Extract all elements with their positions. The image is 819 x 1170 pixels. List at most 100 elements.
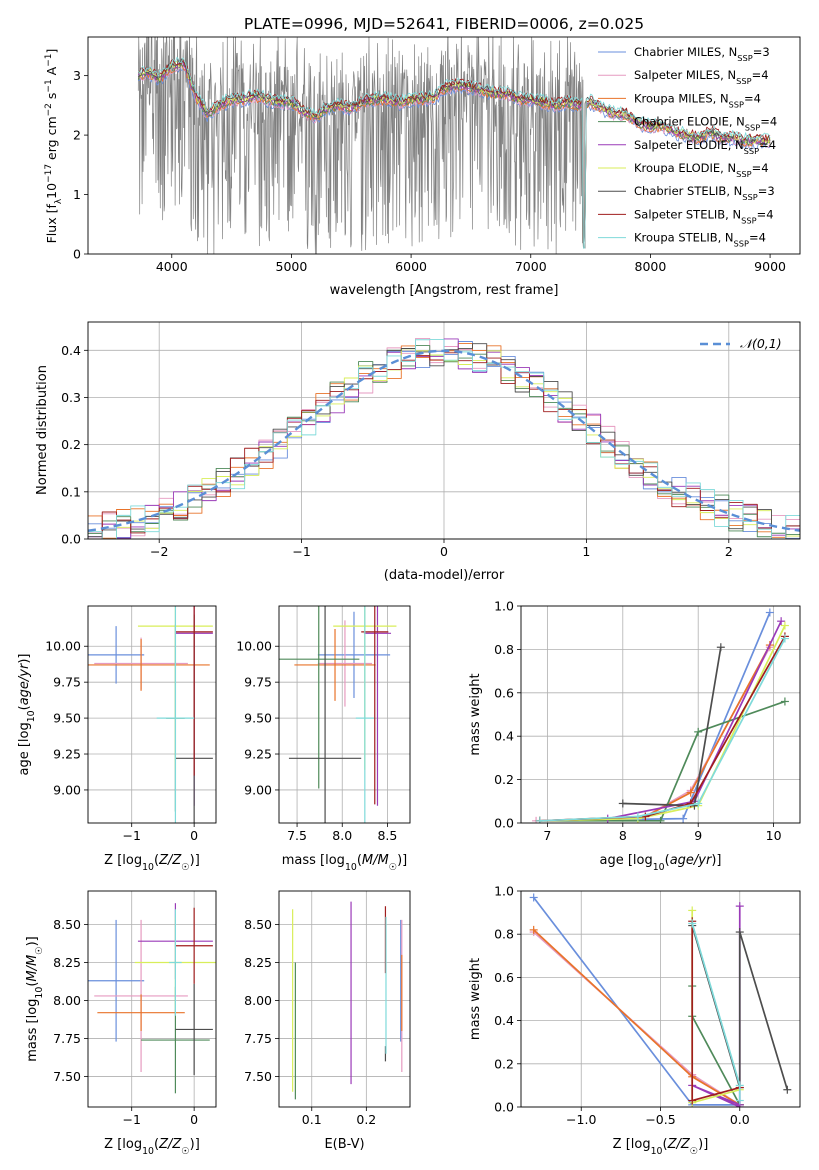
- x-tick-label: 4000: [156, 259, 188, 274]
- y-tick-label: 7.50: [244, 1069, 272, 1084]
- y-tick-label: 0.2: [494, 1056, 514, 1071]
- spectrum-y-axis-label-part: Flux [f: [44, 204, 59, 244]
- ax-mwAge-y-axis-label: mass weight: [468, 673, 483, 755]
- x-tick-label: 6000: [395, 259, 427, 274]
- x-tick-label: 0: [190, 1112, 198, 1127]
- mass-weight-line-chabrier_miles: [533, 896, 740, 1106]
- legend-label-kroupa_miles-part: Kroupa MILES, N: [634, 91, 729, 105]
- ax-ageZ-x-axis-label: Z [log10(Z/Z☉)]: [104, 853, 200, 873]
- mass-vs-extinction-panel: 0.1 0.2 7.50 7.75 8.00 8.25 8.50 E(B-V): [244, 890, 411, 1152]
- ax-ageZ-x-axis-label-part: (: [154, 853, 159, 868]
- x-tick-label: −1: [122, 828, 140, 843]
- legend-label-kroupa_miles-part: SSP: [729, 99, 744, 109]
- ax-ageZ-y-axis-label-part: age/yr: [17, 662, 32, 705]
- ax-ageZ-x-axis-label-part: ☉: [181, 862, 189, 873]
- legend-label-kroupa_stelib-part: =4: [749, 231, 766, 245]
- x-tick-label: 7000: [515, 259, 547, 274]
- y-tick-label: 8.00: [53, 993, 81, 1008]
- x-tick-label: −2: [150, 544, 168, 559]
- axes-frame: [278, 890, 411, 1108]
- histogram-x-axis-label: (data-model)/error: [384, 568, 505, 583]
- ax-mwAge-x-axis-label-part: age [log: [599, 853, 652, 868]
- ax-ageM-x-axis-label-part: (: [357, 853, 362, 868]
- ax-mwAge-x-axis-label-part: )]: [711, 853, 721, 868]
- x-tick-label: −0.5: [645, 1112, 675, 1127]
- y-tick-label: 2: [73, 128, 81, 143]
- model-spectrum-salpeter_stelib: [138, 57, 771, 249]
- y-tick-label: 7.75: [53, 1031, 81, 1046]
- plot-area: [279, 606, 397, 823]
- x-tick-label: 8.0: [332, 828, 352, 843]
- ax-ageM-x-axis-label-part: )]: [397, 853, 407, 868]
- y-tick-label: 0.1: [61, 484, 81, 499]
- y-tick-label: 7.50: [53, 1069, 81, 1084]
- legend-label-salpeter_stelib-part: Salpeter STELIB, N: [634, 207, 741, 221]
- x-tick-label: 7: [543, 828, 551, 843]
- axes-frame: [520, 890, 801, 1108]
- x-tick-label: 10: [766, 828, 782, 843]
- spectrum-legend: Chabrier MILES, NSSP=3 Salpeter MILES, NS…: [598, 45, 777, 249]
- y-tick-label: 9.50: [53, 711, 81, 726]
- mass-weight-line-kroupa_stelib: [691, 923, 741, 1101]
- spectrum-panel: 4000 5000 6000 7000 8000 9000 0 1 2 3 Chabrier MIL…: [44, 36, 801, 298]
- y-tick-label: 9.25: [53, 747, 81, 762]
- y-tick-label: 9.00: [53, 782, 81, 797]
- ax-mwZ-x-axis-label: Z [log10(Z/Z☉)]: [613, 1137, 709, 1157]
- mass-weight-line-salpeter_elodie: [539, 620, 782, 822]
- legend-label-salpeter_miles: Salpeter MILES, NSSP=4: [634, 68, 769, 86]
- ax-ageM-x-axis-label-part: mass [log: [282, 853, 345, 868]
- legend-label-kroupa_stelib: Kroupa STELIB, NSSP=4: [634, 231, 766, 249]
- mass-weight-line-chabrier_stelib: [691, 925, 789, 1090]
- y-tick-label: 9.75: [244, 675, 272, 690]
- ax-mwAge-x-axis-label: age [log10(age/yr)]: [599, 853, 721, 873]
- age-vs-mass-panel: 7.5 8.0 8.5 9.00 9.25 9.50 9.75 10.00 mass [log1…: [236, 605, 411, 873]
- ax-ageM-x-axis-label-part: ☉: [389, 862, 397, 873]
- spectrum-y-axis-label-part: s: [44, 93, 59, 104]
- x-tick-label: 0: [440, 544, 448, 559]
- axes-frame: [520, 605, 801, 824]
- ax-massZ-y-axis-label-part: ☉: [34, 946, 45, 954]
- spectrum-y-axis-label-part: −1: [44, 79, 54, 92]
- ax-massZ-x-axis-label-part: )]: [190, 1137, 200, 1152]
- ax-massZ-x-axis-label-part: Z [log: [104, 1137, 142, 1152]
- spectrum-y-axis-label-part: −1: [44, 54, 54, 67]
- plot-area: [292, 901, 403, 1100]
- ax-massZ-y-axis-label: mass [log10(M/M☉)]: [25, 936, 45, 1062]
- residual-histogram-panel: −2 −1 0 1 2 0.0 0.1 0.2 0.3 0.4 𝒩(0,1) (data-model)…: [35, 321, 801, 583]
- y-tick-label: 0.4: [494, 729, 514, 744]
- y-tick-label: 10.00: [45, 639, 81, 654]
- ax-ageZ-x-axis-label-part: 10: [142, 862, 154, 873]
- model-spectrum-kroupa_stelib: [137, 56, 771, 249]
- mass-weight-line-kroupa_stelib: [539, 638, 786, 822]
- legend-label-chabrier_miles-part: Chabrier MILES, N: [634, 45, 737, 59]
- y-tick-label: 0.6: [494, 970, 514, 985]
- y-tick-label: 3: [73, 68, 81, 83]
- legend-label-salpeter_stelib-part: =4: [757, 207, 774, 221]
- y-tick-label: 8.50: [53, 917, 81, 932]
- mass-vs-metallicity-panel: −1 07.507.758.008.258.50Z [log10(Z/Z☉)]ma…: [25, 890, 217, 1157]
- spectrum-y-axis-label-part: −17: [44, 164, 54, 183]
- x-tick-label: 2: [725, 544, 733, 559]
- spectrum-y-axis-label-part: 10: [44, 183, 59, 199]
- y-tick-label: 8.50: [244, 917, 272, 932]
- ax-massE-x-axis-label-part: E(B-V): [324, 1137, 364, 1152]
- ax-ageZ-x-axis-label-part: Z [log: [104, 853, 142, 868]
- plot-area: [137, 37, 771, 254]
- legend-label-chabrier_miles: Chabrier MILES, NSSP=3: [634, 45, 770, 63]
- ax-massZ-x-axis-label: Z [log10(Z/Z☉)]: [104, 1137, 200, 1157]
- ax-massZ-y-axis-label-part: (: [25, 982, 40, 987]
- y-tick-label: 8.25: [244, 955, 272, 970]
- y-tick-label: 9.25: [244, 747, 272, 762]
- legend-label-salpeter_stelib-part: SSP: [741, 215, 756, 225]
- axes-frame: [87, 321, 801, 540]
- x-tick-label: 1: [582, 544, 590, 559]
- ax-ageZ-y-axis-label-part: (: [17, 705, 32, 710]
- ax-massE-x-axis-label: E(B-V): [324, 1137, 364, 1152]
- plot-area: [88, 337, 800, 539]
- x-tick-label: 0.0: [730, 1112, 750, 1127]
- y-tick-label: 0.0: [61, 532, 81, 547]
- axes-frame: [87, 605, 217, 824]
- ax-massZ-y-axis-label-part: mass [log: [25, 999, 40, 1062]
- axes-frame: [87, 890, 217, 1108]
